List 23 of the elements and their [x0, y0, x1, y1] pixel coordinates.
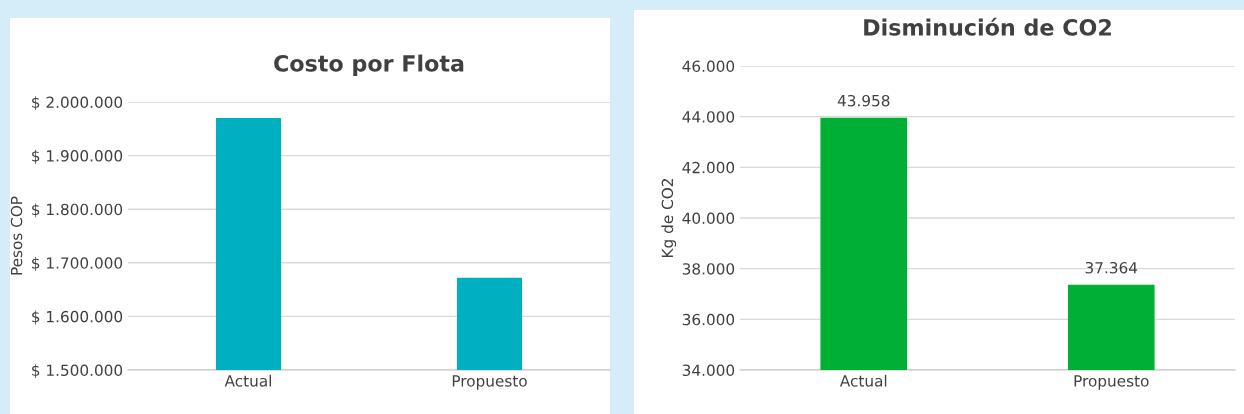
y-tick-label: $ 2.000.000: [32, 96, 123, 111]
y-tick-label: 46.000: [682, 60, 735, 73]
chart-title: Disminución de CO2: [864, 17, 1111, 36]
y-tick-label: $ 1.800.000: [32, 203, 123, 218]
data-label: 43.958: [837, 94, 890, 107]
chart-title: Costo por Flota: [274, 54, 464, 77]
y-tick-label: $ 1.500.000: [32, 364, 123, 379]
y-axis-title: Pesos COP: [10, 196, 23, 275]
data-label: 37.364: [1085, 261, 1138, 274]
y-tick-label: $ 1.700.000: [32, 257, 123, 271]
y-tick-label: $ 1.600.000: [32, 310, 123, 325]
x-tick-label: Actual: [224, 374, 271, 387]
y-tick-label: 44.000: [682, 111, 735, 123]
y-tick-label: 42.000: [682, 161, 735, 174]
y-tick-label: 36.000: [682, 313, 735, 326]
y-tick-label: 34.000: [682, 364, 735, 377]
x-tick-label: Actual: [839, 374, 887, 387]
x-tick-label: Propuesto: [452, 375, 527, 390]
y-tick-label: 40.000: [682, 212, 735, 225]
y-tick-label: 38.000: [682, 263, 735, 275]
y-tick-label: $ 1.900.000: [32, 149, 123, 164]
y-axis-title: Kg de CO2: [661, 179, 677, 257]
x-tick-label: Propuesto: [1074, 375, 1149, 390]
